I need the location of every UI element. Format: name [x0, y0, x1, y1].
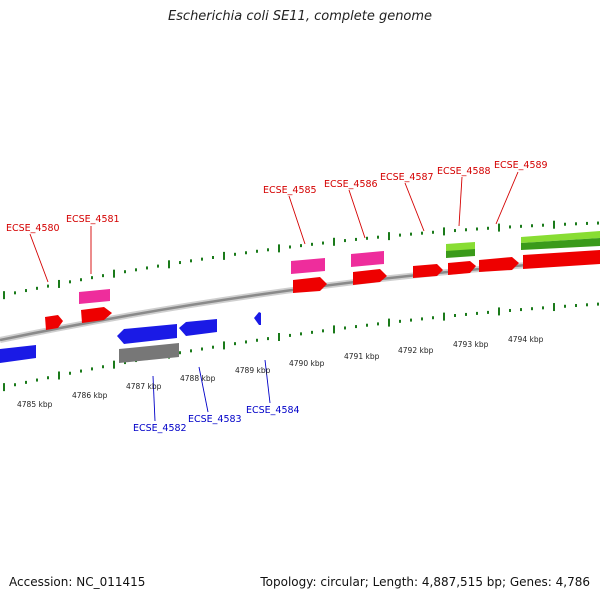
gene-ecse-4582[interactable] — [117, 324, 177, 344]
kbp-label: 4791 kbp — [344, 352, 380, 361]
gene-label[interactable]: ECSE_4589 — [494, 160, 548, 171]
upper-tick-track — [3, 220, 599, 300]
gene-label[interactable]: ECSE_4584 — [246, 405, 300, 416]
gene-ecse-4581-pink[interactable] — [79, 289, 110, 304]
gene-label[interactable]: ECSE_4588 — [437, 166, 491, 177]
gene-label[interactable]: ECSE_4581 — [66, 214, 120, 225]
kbp-label: 4792 kbp — [398, 346, 434, 355]
kbp-label: 4786 kbp — [72, 391, 108, 400]
kbp-label: 4787 kbp — [126, 382, 162, 391]
gene-label[interactable]: ECSE_4580 — [6, 223, 60, 234]
gene-label[interactable]: ECSE_4586 — [324, 179, 378, 190]
gene-ecse-4580[interactable] — [45, 315, 63, 330]
gene-ecse-4589-green[interactable] — [521, 231, 600, 243]
kbp-label: 4793 kbp — [453, 340, 489, 349]
gene-ecse-4585[interactable] — [293, 277, 327, 293]
gene-ecse-4583[interactable] — [179, 319, 217, 336]
gene-ecse-4588[interactable] — [448, 261, 476, 275]
genome-stats-text: Topology: circular; Length: 4,887,515 bp… — [260, 575, 590, 589]
map-title: Escherichia coli SE11, complete genome — [167, 9, 433, 24]
kbp-label: 4788 kbp — [180, 374, 216, 383]
gene-prev-reverse[interactable] — [0, 345, 36, 363]
accession-text: Accession: NC_011415 — [9, 575, 146, 589]
gene-ecse-4588-green-dark[interactable] — [446, 249, 475, 258]
kbp-label: 4785 kbp — [17, 400, 53, 409]
gene-label[interactable]: ECSE_4587 — [380, 172, 434, 183]
kbp-label: 4794 kbp — [508, 335, 544, 344]
gene-labels-reverse: ECSE_4582 ECSE_4583 ECSE_4584 — [133, 405, 300, 434]
kbp-label: 4790 kbp — [289, 359, 325, 368]
gene-next-forward[interactable] — [523, 250, 600, 269]
gene-label[interactable]: ECSE_4585 — [263, 185, 317, 196]
label-leaders — [29, 171, 519, 422]
forward-strand-features — [45, 231, 600, 330]
gene-labels-forward: ECSE_4580 ECSE_4581 ECSE_4585 ECSE_4586 … — [6, 160, 548, 234]
gene-ecse-4584[interactable] — [254, 312, 261, 325]
gene-ecse-4586-pink[interactable] — [351, 251, 384, 267]
reverse-strand-features — [0, 312, 261, 363]
gene-ecse-4582-gray[interactable] — [119, 343, 179, 363]
gene-label[interactable]: ECSE_4583 — [188, 414, 242, 425]
gene-label[interactable]: ECSE_4582 — [133, 423, 187, 434]
gene-ecse-4586[interactable] — [353, 269, 387, 285]
gene-ecse-4585-pink[interactable] — [291, 258, 325, 274]
gene-ecse-4581[interactable] — [81, 307, 112, 323]
gene-ecse-4587[interactable] — [413, 264, 443, 278]
gene-ecse-4589-green-dark[interactable] — [521, 238, 600, 250]
gene-ecse-4589[interactable] — [479, 257, 519, 272]
kbp-scale-labels: 4785 kbp 4786 kbp 4787 kbp 4788 kbp 4789… — [17, 335, 544, 409]
kbp-label: 4789 kbp — [235, 366, 271, 375]
